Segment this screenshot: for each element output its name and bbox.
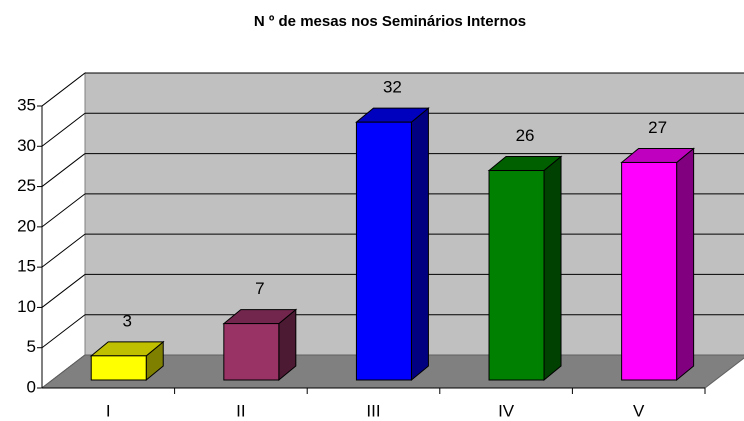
bar-side xyxy=(676,147,695,382)
data-label: 3 xyxy=(122,311,131,330)
grid-line xyxy=(41,314,86,349)
y-tick-label: 35 xyxy=(17,95,36,114)
y-tick-label: 20 xyxy=(17,216,36,235)
y-tick-label: 25 xyxy=(17,176,36,195)
y-tick-label: 5 xyxy=(27,337,36,356)
grid-line xyxy=(41,274,86,308)
bar-side xyxy=(410,107,429,382)
x-tick-label: II xyxy=(236,401,245,420)
data-label: 32 xyxy=(383,78,402,97)
grid-line xyxy=(41,72,86,107)
bar xyxy=(355,121,412,381)
x-tick-label: V xyxy=(633,401,645,420)
x-tick-label: IV xyxy=(498,401,515,420)
y-tick-label: 10 xyxy=(17,297,36,316)
y-tick-label: 15 xyxy=(17,257,36,276)
bar xyxy=(90,355,147,381)
grid-line xyxy=(41,193,86,228)
x-tick-label: I xyxy=(106,401,111,420)
data-label: 7 xyxy=(255,279,264,298)
chart-title: N º de mesas nos Seminários Internos xyxy=(254,13,526,30)
grid-line xyxy=(41,233,86,268)
data-label: 27 xyxy=(648,118,667,137)
bar-side xyxy=(543,155,562,382)
bar xyxy=(223,323,280,381)
side-wall xyxy=(41,71,86,390)
data-label: 26 xyxy=(516,126,535,145)
grid-line xyxy=(41,112,86,147)
y-tick-label: 0 xyxy=(27,377,36,396)
bar xyxy=(488,170,545,381)
y-tick-label: 30 xyxy=(17,136,36,155)
bar xyxy=(621,161,678,381)
grid-line xyxy=(41,153,86,187)
x-tick-label: III xyxy=(366,401,380,420)
